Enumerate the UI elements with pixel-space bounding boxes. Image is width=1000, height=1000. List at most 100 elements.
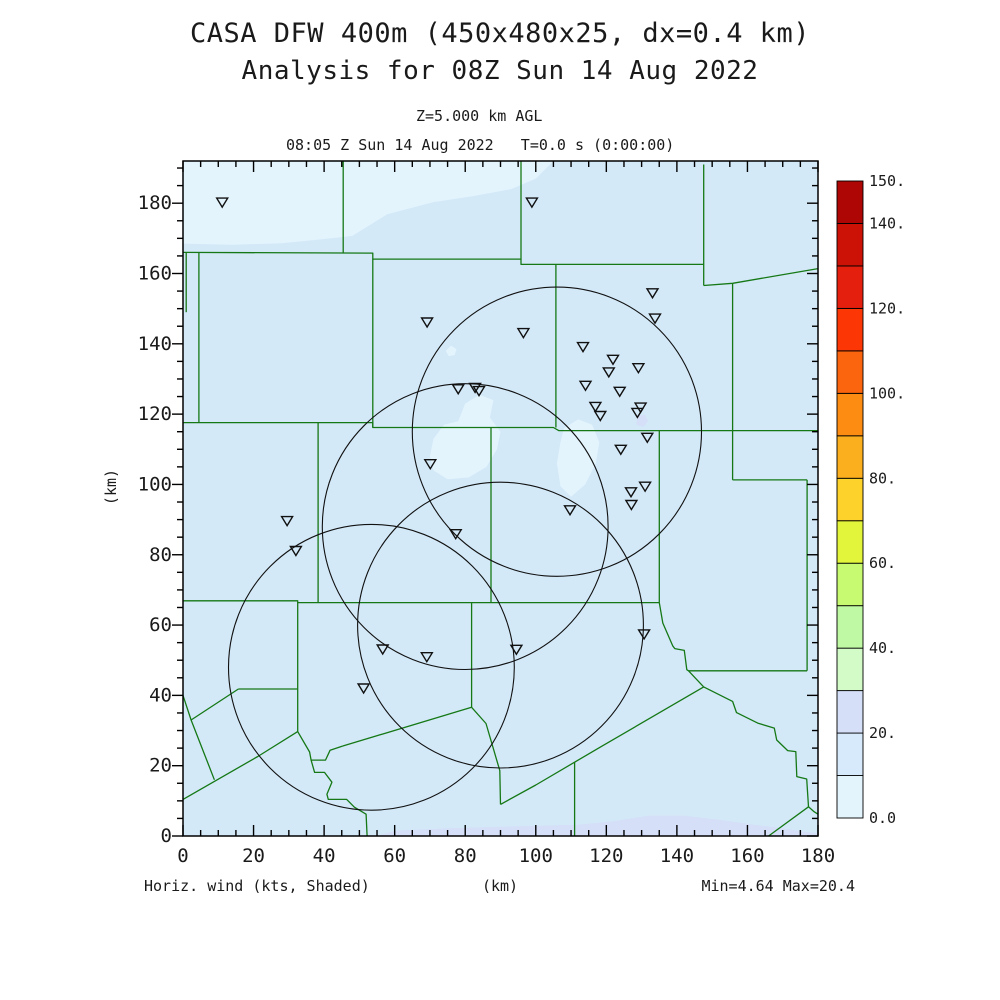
colorbar-label: 0.0: [869, 809, 896, 827]
colorbar-label: 40.: [869, 639, 896, 657]
county-boundary-line: [183, 600, 660, 604]
radar-site-marker: [614, 444, 628, 456]
radar-site-marker: [624, 499, 639, 511]
radar-site-marker: [637, 629, 651, 641]
radar-site-marker: [215, 197, 229, 209]
x-axis-tick-label: 40: [313, 845, 336, 867]
colorbar-segment: [836, 350, 864, 394]
x-axis-tick-label: 20: [242, 845, 265, 867]
county-boundary-line: [182, 731, 299, 800]
radar-site-marker: [645, 288, 660, 300]
colorbar-segment: [836, 562, 864, 607]
radar-range-circle: [357, 481, 644, 769]
county-boundary-line: [471, 706, 502, 805]
radar-site-marker: [472, 385, 486, 397]
colorbar-label: 60.: [869, 554, 896, 572]
radar-site-marker: [631, 363, 646, 375]
radar-range-circle: [321, 383, 609, 671]
x-axis-tick-label: 180: [801, 845, 835, 867]
y-axis-tick-label: 100: [138, 473, 172, 495]
radar-site-marker: [640, 432, 655, 444]
x-axis-tick-label: 0: [177, 845, 188, 867]
y-axis-tick-label: 120: [138, 403, 172, 425]
colorbar-segment: [836, 392, 864, 437]
y-axis-unit-label: (km): [102, 468, 120, 506]
x-axis-tick-label: 80: [454, 845, 477, 867]
radar-site-marker: [525, 197, 539, 209]
radar-site-marker: [356, 683, 371, 695]
wind-shading-patch: [445, 345, 457, 357]
map-background: [183, 161, 818, 836]
radar-site-marker: [578, 380, 593, 392]
colorbar-label: 80.: [869, 469, 896, 487]
colorbar-segment: [836, 265, 864, 309]
radar-site-marker: [648, 313, 662, 325]
y-axis-tick-label: 80: [149, 544, 172, 566]
colorbar-segment: [836, 477, 864, 522]
colorbar-segment: [836, 690, 864, 734]
radar-site-marker: [563, 505, 577, 517]
county-boundary-line: [768, 806, 809, 837]
colorbar-segment: [836, 435, 864, 479]
wind-shading-patch: [429, 394, 501, 480]
wind-shading-patch: [636, 414, 648, 428]
radar-site-marker: [612, 386, 627, 398]
colorbar-segment: [836, 180, 864, 224]
x-axis-tick-label: 100: [519, 845, 553, 867]
page-subtitle: Analysis for 08Z Sun 14 Aug 2022: [241, 56, 759, 86]
level-label: Z=5.000 km AGL: [416, 107, 543, 125]
radar-site-marker: [420, 317, 434, 329]
radar-site-marker: [606, 354, 620, 366]
county-boundary-line: [310, 759, 368, 837]
y-axis-tick-label: 140: [138, 333, 172, 355]
radar-site-marker: [375, 644, 390, 656]
radar-site-marker: [289, 545, 303, 557]
county-boundary-line: [688, 670, 705, 688]
x-axis-tick-label: 160: [730, 845, 764, 867]
county-boundary-line: [183, 421, 818, 432]
y-axis-tick-label: 20: [149, 755, 172, 777]
radar-site-marker: [423, 459, 438, 471]
radar-site-marker: [448, 529, 463, 541]
radar-site-marker: [633, 402, 648, 414]
colorbar-label: 120.: [869, 299, 905, 317]
colorbar-label: 20.: [869, 724, 896, 742]
x-axis-tick-label: 140: [660, 845, 694, 867]
colorbar-segment: [836, 775, 864, 819]
min-max-label: Min=4.64 Max=20.4: [701, 877, 855, 895]
county-boundary-line: [658, 602, 689, 672]
colorbar-label: 140.: [869, 215, 905, 233]
colorbar-segment: [836, 307, 864, 352]
radar-site-marker: [638, 481, 652, 493]
colorbar-segment: [836, 732, 864, 776]
y-axis-tick-label: 160: [138, 263, 172, 285]
y-axis-tick-label: 60: [149, 614, 172, 636]
radar-range-circle: [411, 286, 703, 577]
x-axis-tick-label: 60: [383, 845, 406, 867]
radar-site-marker: [630, 407, 645, 419]
radar-site-marker: [593, 410, 608, 422]
x-axis-unit-label: (km): [481, 877, 519, 895]
wind-shading-patch: [377, 815, 818, 836]
radar-range-circle: [227, 523, 515, 811]
wind-shading-patch: [556, 419, 600, 497]
radar-site-marker: [280, 515, 294, 527]
page-title: CASA DFW 400m (450x480x25, dx=0.4 km): [190, 18, 810, 49]
county-boundary-line: [342, 706, 472, 747]
radar-site-marker: [516, 327, 531, 339]
x-axis-tick-label: 120: [589, 845, 623, 867]
wind-shading-patch: [183, 161, 554, 245]
colorbar-segment: [836, 520, 864, 564]
radar-site-marker: [451, 384, 465, 396]
colorbar-segment: [836, 647, 864, 692]
radar-site-marker: [420, 652, 434, 664]
radar-site-marker: [468, 382, 482, 394]
field-description-label: Horiz. wind (kts, Shaded): [144, 877, 370, 895]
radar-site-marker: [588, 401, 603, 413]
radar-site-marker: [509, 644, 524, 656]
y-axis-tick-label: 0: [161, 825, 172, 847]
colorbar-label: 100.: [869, 384, 905, 402]
radar-site-marker: [602, 367, 616, 379]
